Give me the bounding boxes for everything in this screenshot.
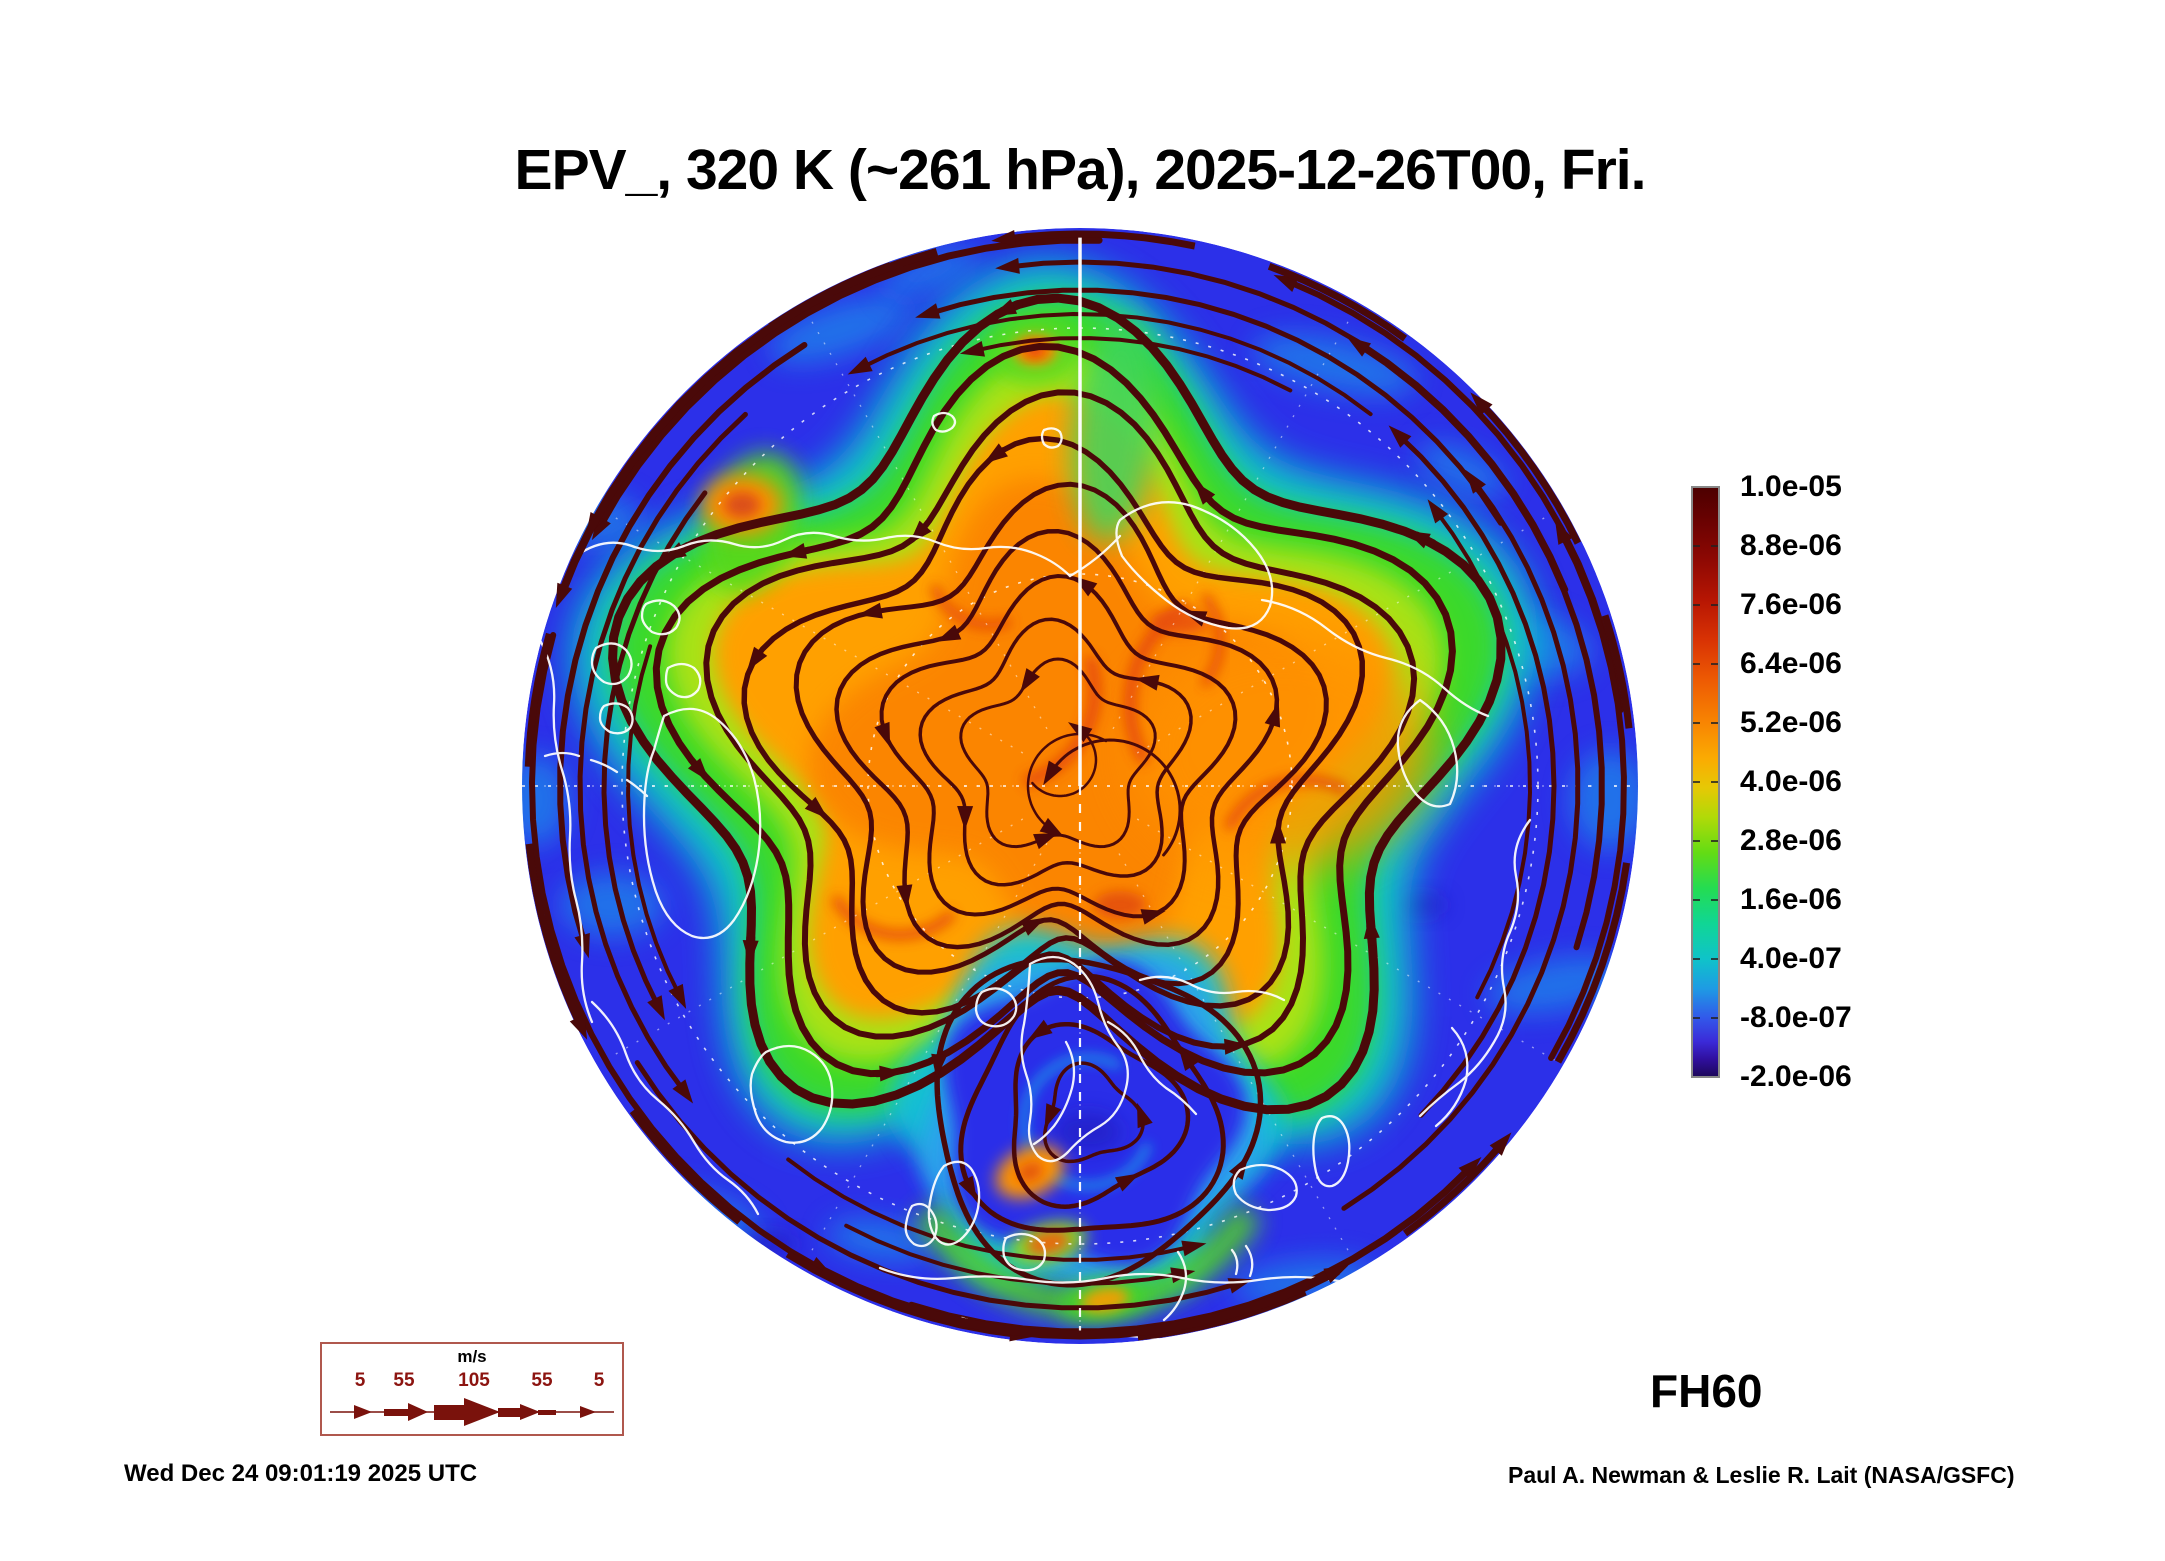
- credit-line: Paul A. Newman & Leslie R. Lait (NASA/GS…: [1508, 1462, 2015, 1488]
- colorbar-label: 4.0e-07: [1740, 942, 1842, 975]
- wind-tick-label: 105: [458, 1370, 490, 1391]
- plot-title: EPV_, 320 K (~261 hPa), 2025-12-26T00, F…: [514, 138, 1647, 202]
- forecast-hour-label: FH60: [1650, 1365, 1763, 1417]
- colorbar-label: -2.0e-06: [1740, 1060, 1852, 1093]
- colorbar-label: 8.8e-06: [1740, 529, 1842, 562]
- colorbar-label: 2.8e-06: [1740, 824, 1842, 857]
- colorbar-label: 1.0e-05: [1740, 470, 1842, 503]
- colorbar-label: 7.6e-06: [1740, 588, 1842, 621]
- colorbar-ticks: [1693, 545, 1718, 1019]
- wind-speed-legend: m/s 5 55 105 55 5: [320, 1342, 624, 1436]
- colorbar-label: 5.2e-06: [1740, 706, 1842, 739]
- wind-tick-label: 55: [531, 1370, 553, 1391]
- colorbar-gradient: [1691, 486, 1720, 1078]
- colorbar-label: 6.4e-06: [1740, 647, 1842, 680]
- colorbar-label: 1.6e-06: [1740, 883, 1842, 916]
- wind-tick-label: 5: [354, 1370, 366, 1391]
- rim-streamline-fringe: [524, 230, 1633, 1342]
- colorbar-label: 4.0e-06: [1740, 765, 1842, 798]
- generation-timestamp: Wed Dec 24 09:01:19 2025 UTC: [124, 1460, 478, 1487]
- wind-units-label: m/s: [457, 1347, 487, 1366]
- wind-tick-label: 55: [393, 1370, 415, 1391]
- wind-arrow-scale-icon: [330, 1398, 614, 1426]
- wind-tick-label: 5: [593, 1370, 605, 1391]
- colorbar-label: -8.0e-07: [1740, 1001, 1852, 1034]
